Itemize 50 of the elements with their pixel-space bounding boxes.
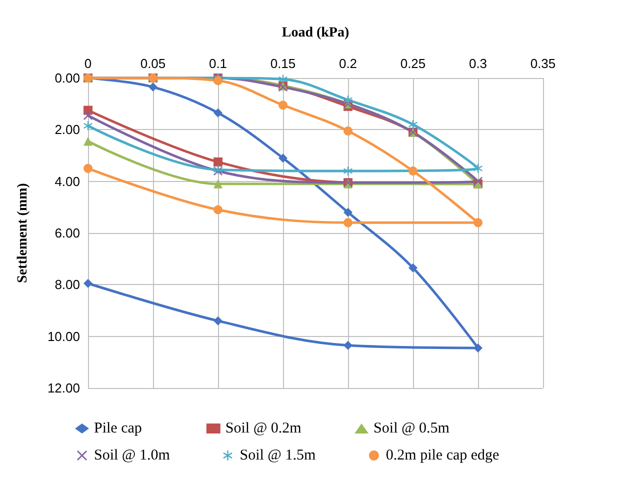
point [148,82,158,92]
point [84,278,92,288]
point [474,164,482,173]
point [214,108,222,118]
point [344,166,352,176]
legend-label: Pile cap [94,420,194,436]
x-tick-label: 0.05 [140,56,166,71]
x-tick-label: 0.35 [530,56,556,71]
x-axis-title: Load (kPa) [282,26,350,40]
point [474,343,482,352]
point [84,121,92,130]
legend-label: Soil @ 0.2m [225,420,343,436]
point [214,157,222,166]
x-tick-label: 0.15 [270,56,296,71]
point [408,166,418,176]
point [214,179,222,188]
legend-label: Soil @ 0.5m [374,420,491,436]
point [474,176,482,186]
point [84,164,92,173]
y-tick-label: 12.00 [47,380,80,396]
point [84,136,92,146]
x-tick-label: 0.3 [468,56,488,71]
x-tick-label: 0.1 [208,56,228,71]
point [344,340,352,350]
point [344,218,352,228]
point [278,100,288,110]
legend-label: 0.2m pile cap edge [386,448,514,464]
point [214,76,222,86]
y-tick-label: 8.00 [54,277,80,292]
y-tick-label: 2.00 [54,122,80,138]
point [408,263,418,272]
x-tick-label: 0.25 [400,56,426,71]
point [214,205,222,214]
point [278,154,288,163]
y-tick-label: 4.00 [54,174,80,189]
point [344,95,352,104]
y-axis-title: Settlement (mm) [16,182,30,283]
x-tick-label: 0 [84,56,92,71]
y-tick-label: 10.00 [47,328,80,344]
point [474,218,482,228]
y-tick-label: 6.00 [54,226,80,240]
point [344,126,352,136]
point [278,74,288,84]
point [344,208,352,217]
point [214,316,222,326]
point [408,120,418,129]
y-tick-label: 0.00 [54,70,80,86]
legend-label: Soil @ 1.0m [94,448,212,464]
x-tick-label: 0.2 [338,56,358,71]
legend-label: Soil @ 1.5m [240,448,357,464]
